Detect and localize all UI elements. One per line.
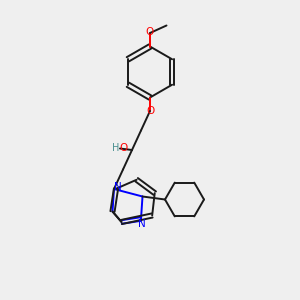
Text: N: N bbox=[114, 182, 122, 193]
Text: O: O bbox=[119, 142, 128, 153]
Text: N: N bbox=[138, 219, 146, 229]
Text: O: O bbox=[146, 106, 155, 116]
Text: H: H bbox=[112, 142, 120, 153]
Text: O: O bbox=[146, 27, 154, 38]
